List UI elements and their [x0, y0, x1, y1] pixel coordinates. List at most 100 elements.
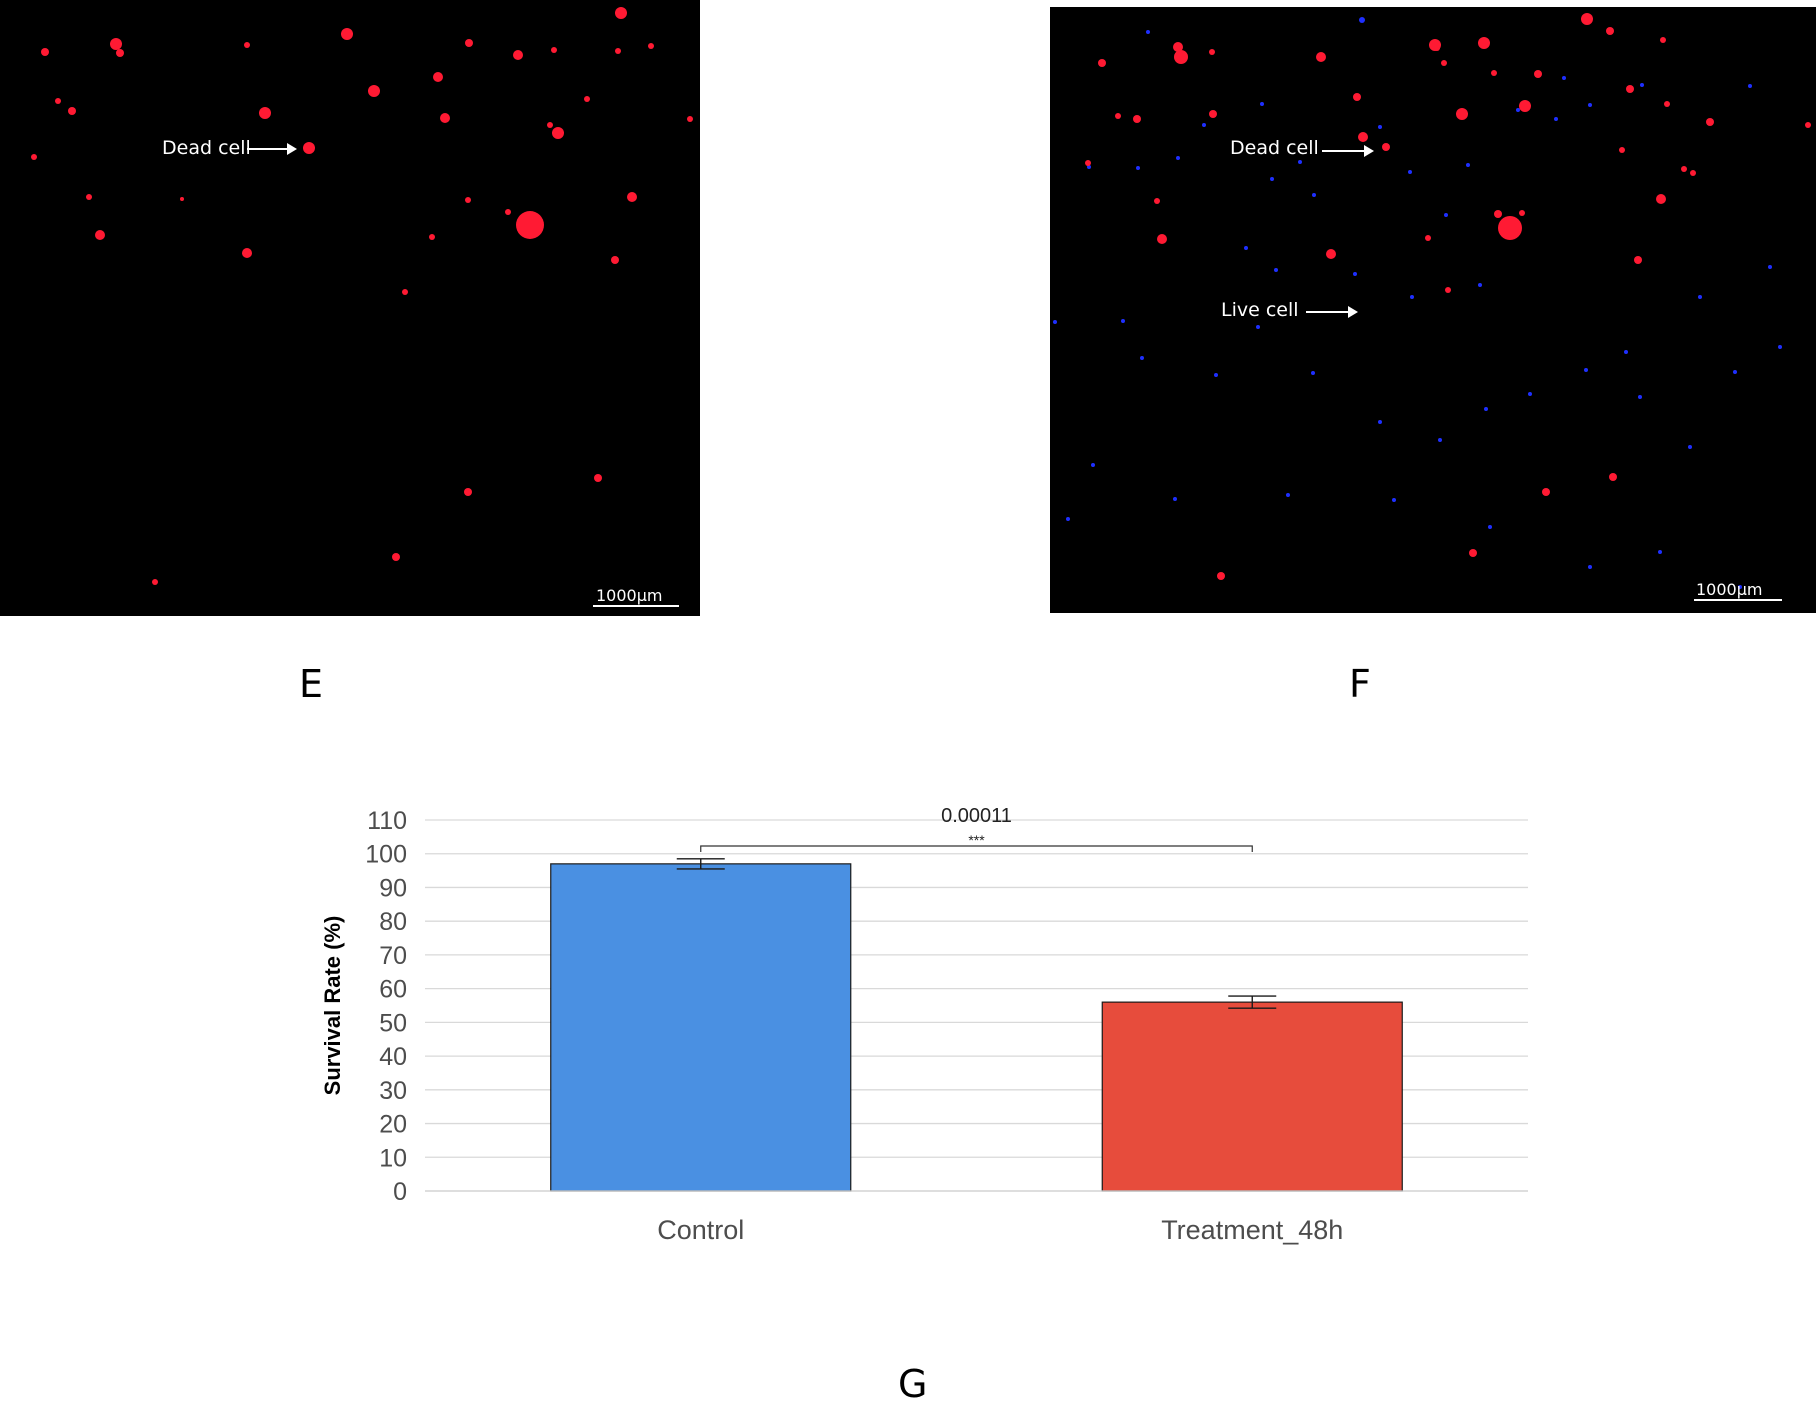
live-cell-dot — [1274, 268, 1278, 272]
dead-cell-dot — [1445, 287, 1451, 293]
live-cell-dot — [1136, 166, 1140, 170]
live-cell-dot — [1658, 550, 1662, 554]
dead-cell-dot — [1805, 122, 1811, 128]
scale-bar-label-e: 1000µm — [596, 586, 663, 605]
y-tick-label: 40 — [379, 1043, 407, 1071]
error-bar — [676, 858, 725, 870]
y-tick-label: 30 — [379, 1077, 407, 1105]
live-cell-dot — [1260, 102, 1264, 106]
live-cell-dot — [1378, 420, 1382, 424]
dead-cell-dot — [244, 42, 250, 48]
micrograph-e: Dead cell 1000µm — [0, 0, 700, 616]
dead-cell-dot — [402, 289, 408, 295]
dead-cell-dot — [116, 49, 124, 57]
dead-cell-dot — [584, 96, 590, 102]
dead-cell-dot — [465, 197, 471, 203]
dead-cell-dot — [41, 48, 49, 56]
dead-cell-dot — [368, 85, 380, 97]
dead-cell-dot — [259, 107, 271, 119]
dead-cell-dot — [1619, 147, 1625, 153]
dead-cell-label-e: Dead cell — [162, 137, 251, 159]
y-axis-label: Survival Rate (%) — [320, 916, 345, 1096]
live-cell-dot — [1638, 395, 1642, 399]
live-cell-dot — [1584, 368, 1588, 372]
live-cell-dot — [1748, 84, 1752, 88]
dead-cell-dot — [1494, 210, 1502, 218]
live-cell-dot — [1392, 498, 1396, 502]
dead-cell-dot — [465, 39, 473, 47]
dead-cell-dot — [516, 211, 544, 239]
dead-cell-dot — [1154, 198, 1160, 204]
dead-cell-dot — [615, 48, 621, 54]
dead-cell-dot — [1326, 249, 1336, 259]
dead-cell-dot — [648, 43, 654, 49]
dead-cell-dot — [1581, 13, 1593, 25]
y-tick-label: 20 — [379, 1111, 407, 1139]
dead-cell-dot — [95, 230, 105, 240]
live-cell-dot — [1378, 125, 1382, 129]
live-cell-dot — [1738, 585, 1742, 589]
live-cell-dot — [1176, 156, 1180, 160]
p-value-label: 0.00011 — [941, 805, 1012, 827]
dead-cell-dot — [110, 38, 122, 50]
y-tick-label: 0 — [393, 1178, 407, 1206]
dead-cell-dot — [242, 248, 252, 258]
dead-cell-arrow-e — [247, 143, 297, 155]
dead-cell-dot — [547, 122, 553, 128]
y-tick-label: 90 — [379, 874, 407, 902]
dead-cell-dot — [1469, 549, 1477, 557]
dead-cell-dot — [1498, 216, 1522, 240]
dead-cell-dot — [1441, 60, 1447, 66]
live-cell-dot — [1640, 83, 1644, 87]
live-cell-dot — [1311, 371, 1315, 375]
dead-cell-dot — [1706, 118, 1714, 126]
dead-cell-dot — [1085, 160, 1091, 166]
dead-cell-dot — [1519, 210, 1525, 216]
cell-dots-f — [1053, 13, 1811, 589]
live-cell-dot — [1768, 265, 1772, 269]
live-cell-dot — [1408, 170, 1412, 174]
dead-cell-dot — [611, 256, 619, 264]
live-cell-dot — [1488, 525, 1492, 529]
live-cell-dot — [1444, 213, 1448, 217]
live-cell-dot — [1484, 407, 1488, 411]
live-cell-dot — [1516, 108, 1520, 112]
bar-treatment-48h — [1101, 1001, 1403, 1192]
y-tick-label: 80 — [379, 908, 407, 936]
dead-cell-dot — [1434, 45, 1440, 51]
significance-bracket — [700, 845, 1253, 852]
y-tick-label: 70 — [379, 942, 407, 970]
live-cell-dot — [1588, 565, 1592, 569]
dead-cell-dot — [55, 98, 61, 104]
panel-letter-e: E — [299, 662, 324, 706]
dead-cell-dot — [1209, 49, 1215, 55]
live-cell-dot — [1140, 356, 1144, 360]
x-tick-label: Control — [657, 1215, 744, 1245]
dead-cell-dot — [433, 72, 443, 82]
dead-cell-dot — [505, 209, 511, 215]
x-tick-label: Treatment_48h — [1161, 1215, 1343, 1245]
live-cell-dot — [1688, 445, 1692, 449]
panel-letter-f: F — [1349, 662, 1371, 706]
live-cell-dot — [1214, 373, 1218, 377]
dead-cell-dot — [1098, 59, 1106, 67]
dead-cell-dot — [1634, 256, 1642, 264]
live-cell-dot — [1410, 295, 1414, 299]
live-cell-dot — [1733, 370, 1737, 374]
cell-dots-e — [31, 7, 693, 585]
chart-svg: 0 10 20 30 40 50 60 70 80 90 100 110 Survival Rate (… — [320, 805, 1528, 1245]
dead-cell-dot — [1316, 52, 1326, 62]
dead-cell-dot — [31, 154, 37, 160]
dead-cell-dot — [341, 28, 353, 40]
live-cell-dot — [1478, 283, 1482, 287]
live-cell-dot — [1359, 17, 1365, 23]
dead-cell-dot — [1626, 85, 1634, 93]
dead-cell-dot — [627, 192, 637, 202]
live-cell-dot — [1298, 160, 1302, 164]
survival-bar-chart: 0 10 20 30 40 50 60 70 80 90 100 110 Survival Rate (… — [300, 785, 1560, 1265]
y-tick-label: 110 — [367, 807, 407, 835]
dead-cell-dot — [392, 553, 400, 561]
live-cell-dot — [1066, 517, 1070, 521]
live-cell-label-f: Live cell — [1221, 299, 1299, 321]
y-tick-label: 60 — [379, 976, 407, 1004]
